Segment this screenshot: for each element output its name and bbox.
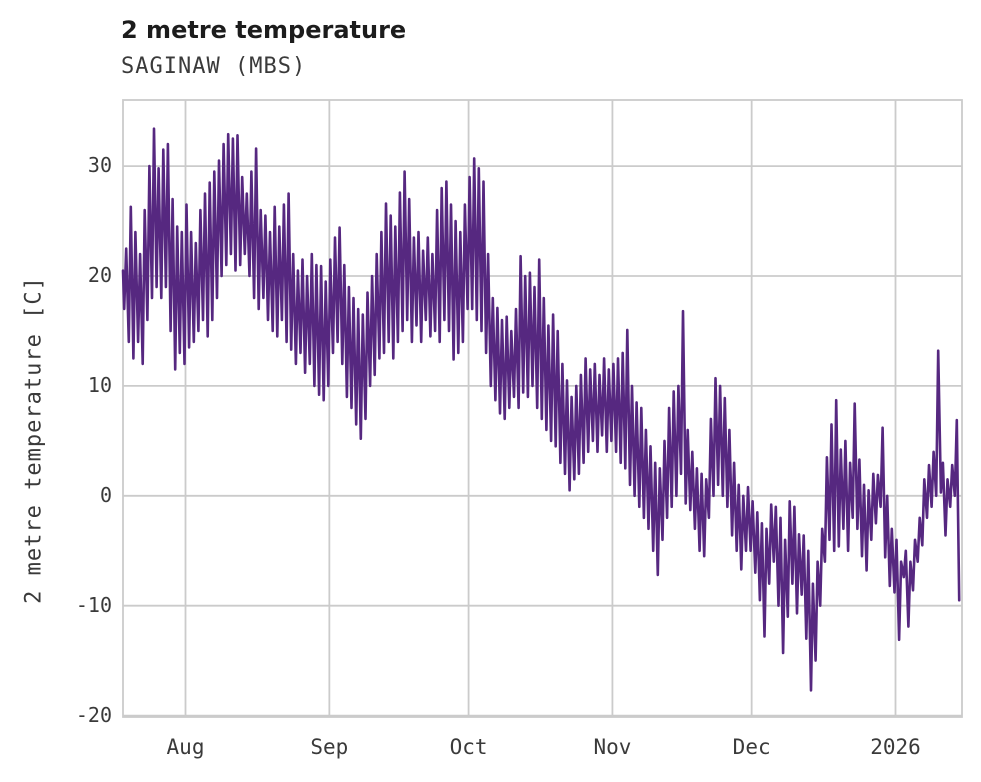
y-tick-label: 20 bbox=[87, 263, 112, 287]
x-tick-label: 2026 bbox=[870, 735, 921, 759]
temperature-series-line bbox=[121, 127, 961, 692]
x-tick-label: Nov bbox=[593, 735, 632, 759]
x-tick-label: Sep bbox=[310, 735, 349, 759]
chart-title: 2 metre temperature bbox=[121, 16, 407, 44]
x-tick-label: Aug bbox=[166, 735, 205, 759]
y-tick-label: -10 bbox=[75, 592, 112, 617]
plot-frame bbox=[122, 99, 963, 718]
y-tick-label: 0 bbox=[99, 482, 112, 507]
y-tick-label: -20 bbox=[75, 702, 112, 727]
chart-subtitle: SAGINAW (MBS) bbox=[121, 54, 307, 79]
y-tick-label: 30 bbox=[87, 153, 112, 178]
y-tick-label: 10 bbox=[87, 372, 112, 397]
x-tick-label: Oct bbox=[449, 735, 488, 759]
x-tick-label: Dec bbox=[732, 735, 771, 759]
